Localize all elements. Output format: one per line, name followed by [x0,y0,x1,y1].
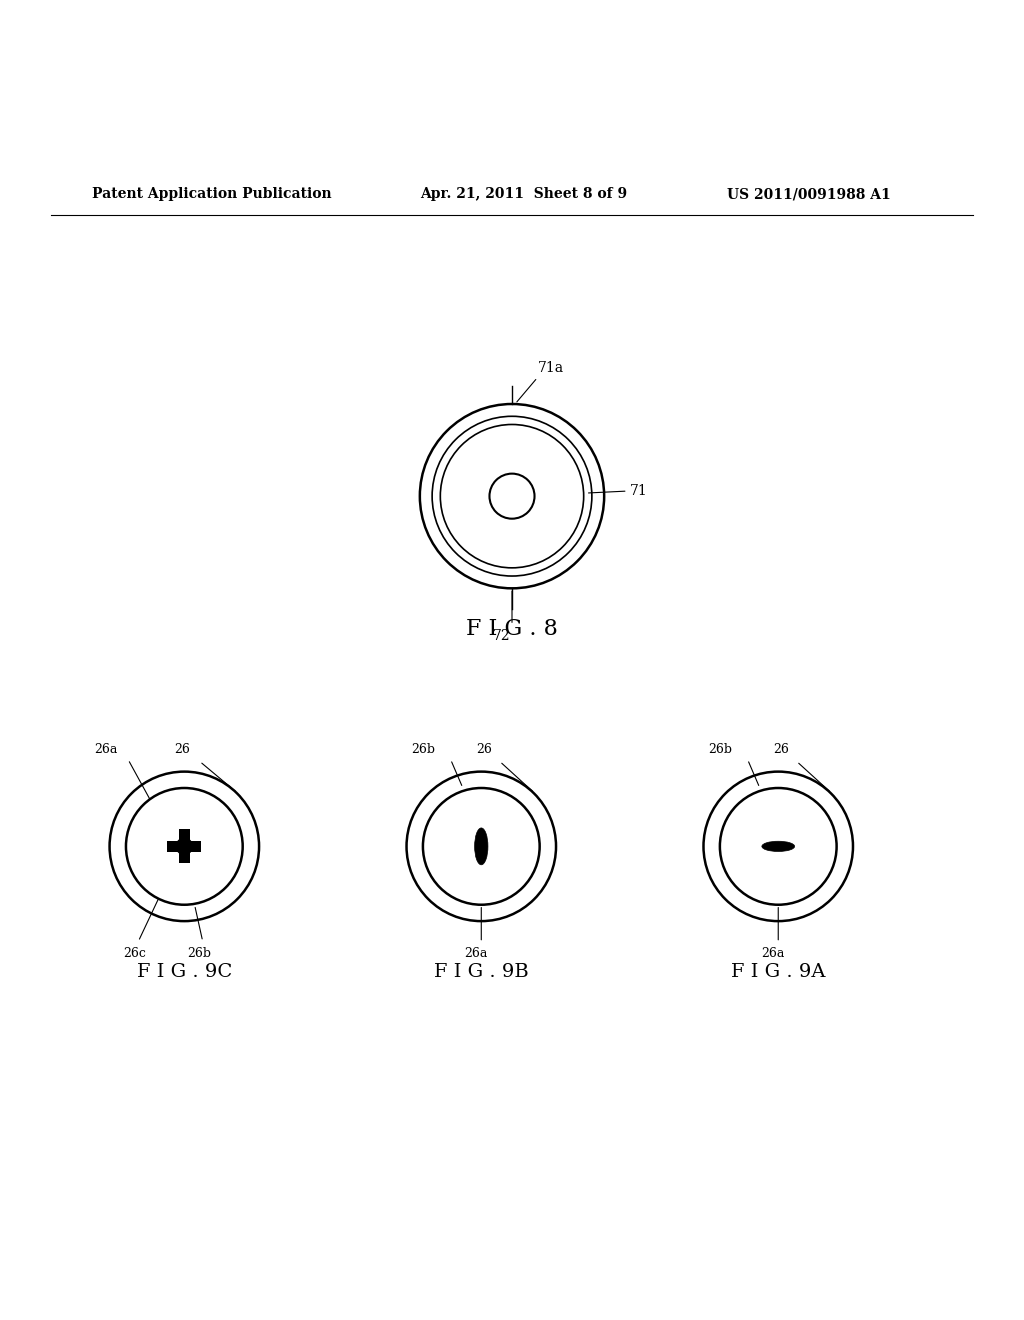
Text: 26: 26 [773,743,790,756]
Text: 26a: 26a [762,946,784,960]
Text: 26a: 26a [94,743,118,756]
Text: 72: 72 [493,630,511,643]
Text: Apr. 21, 2011  Sheet 8 of 9: Apr. 21, 2011 Sheet 8 of 9 [420,187,627,201]
Text: 26b: 26b [709,743,732,756]
Text: 26b: 26b [412,743,435,756]
Text: 26c: 26c [123,946,145,960]
Circle shape [720,788,837,904]
Text: 26a: 26a [465,946,487,960]
Circle shape [126,788,243,904]
Text: F I G . 9A: F I G . 9A [731,964,825,981]
Text: 71a: 71a [538,362,564,375]
Circle shape [423,788,540,904]
Bar [178,829,190,863]
Ellipse shape [474,828,487,865]
Text: 26: 26 [476,743,493,756]
Text: Patent Application Publication: Patent Application Publication [92,187,332,201]
Text: F I G . 9B: F I G . 9B [434,964,528,981]
Text: 26b: 26b [187,946,211,960]
Text: F I G . 8: F I G . 8 [466,618,558,640]
Text: 71: 71 [630,484,647,498]
Text: F I G . 9C: F I G . 9C [136,964,232,981]
Ellipse shape [762,841,795,851]
Bar [167,841,201,851]
Text: US 2011/0091988 A1: US 2011/0091988 A1 [727,187,891,201]
Text: 26: 26 [174,743,190,756]
